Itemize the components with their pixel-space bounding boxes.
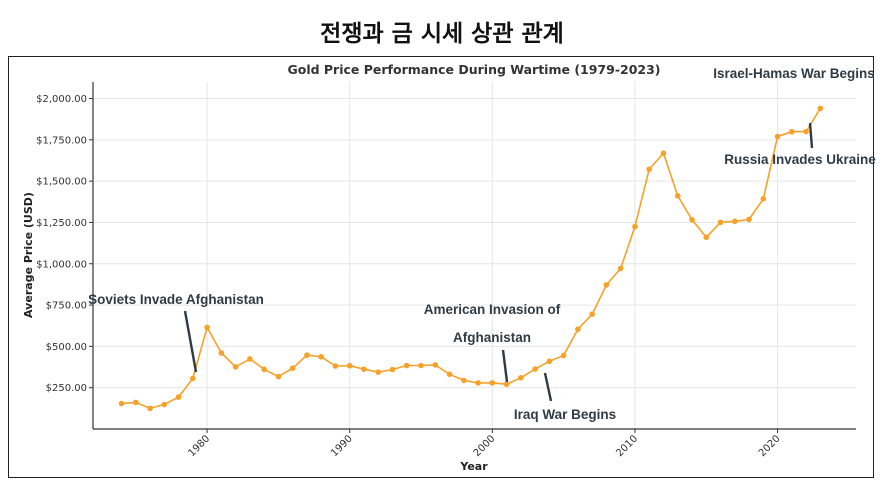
data-point xyxy=(261,366,267,373)
data-point xyxy=(346,362,353,369)
data-point xyxy=(446,371,453,378)
data-point xyxy=(674,193,681,199)
data-point xyxy=(332,363,339,369)
annotation-label: Soviets Invade Afghanistan xyxy=(88,292,264,307)
data-point xyxy=(461,377,467,384)
data-point xyxy=(432,362,439,368)
annotation-label: Israel-Hamas War Begins xyxy=(713,66,875,81)
x-tick-labels: 1980 1990 2000 2010 2020 xyxy=(186,429,783,459)
data-point xyxy=(703,234,710,241)
data-point xyxy=(603,282,610,288)
data-point xyxy=(403,362,410,369)
data-point xyxy=(318,353,324,360)
data-point xyxy=(560,352,567,359)
data-point xyxy=(275,373,282,380)
x-tick-label: 1980 xyxy=(186,433,212,459)
grid-lines xyxy=(93,82,856,429)
annotation-label: Russia Invades Ukraine xyxy=(724,152,876,167)
annotation-arrow xyxy=(808,122,814,149)
data-point xyxy=(760,196,767,202)
annotations: Soviets Invade Afghanistan American Invas… xyxy=(88,66,876,422)
annotation-label-line2: Afghanistan xyxy=(453,330,531,345)
y-tick-label: $1,250.00 xyxy=(36,218,87,229)
data-point xyxy=(817,105,824,112)
x-tick-label: 2000 xyxy=(472,433,498,459)
data-point xyxy=(190,375,196,382)
data-point xyxy=(361,366,367,372)
annotation-label: Iraq War Begins xyxy=(514,407,616,422)
y-tick-label: $250.00 xyxy=(46,383,87,394)
data-point xyxy=(660,150,667,157)
data-point xyxy=(503,381,510,388)
data-point xyxy=(632,223,638,230)
annotation-arrow xyxy=(501,349,509,383)
page-heading: 전쟁과 금 시세 상관 관계 xyxy=(320,21,564,47)
data-point xyxy=(617,265,624,272)
data-point xyxy=(532,366,538,372)
data-point xyxy=(289,365,296,371)
chart-title: Gold Price Performance During Wartime (1… xyxy=(287,62,660,77)
data-point xyxy=(589,311,595,317)
data-point xyxy=(774,133,781,140)
data-point xyxy=(731,218,738,225)
y-axis-label: Average Price (USD) xyxy=(22,192,35,318)
data-point xyxy=(204,324,210,331)
data-point xyxy=(418,362,424,369)
y-tick-label: $1,750.00 xyxy=(36,135,87,146)
annotation-label: American Invasion of xyxy=(424,302,561,317)
y-tick-label: $2,000.00 xyxy=(36,94,87,105)
data-point xyxy=(746,216,752,223)
data-point xyxy=(304,352,310,358)
data-point xyxy=(646,166,653,173)
y-tick-label: $500.00 xyxy=(46,342,87,353)
data-point xyxy=(232,364,239,370)
data-point xyxy=(803,128,809,135)
data-point xyxy=(132,399,139,406)
data-point xyxy=(518,374,524,381)
y-tick-labels: $250.00 $500.00 $750.00 $1,000.00 $1,250.00 $… xyxy=(36,94,93,394)
data-point xyxy=(175,394,182,400)
annotation-arrow xyxy=(183,310,198,373)
series-line xyxy=(121,107,821,410)
series-gold-price xyxy=(118,105,824,412)
data-point xyxy=(789,128,795,135)
data-point xyxy=(717,219,724,226)
data-point xyxy=(575,326,581,332)
data-point xyxy=(389,366,396,373)
data-point xyxy=(375,369,382,375)
chart-frame xyxy=(8,56,874,478)
data-point xyxy=(546,358,553,365)
data-point xyxy=(475,380,481,386)
y-tick-label: $1,500.00 xyxy=(36,177,87,188)
data-point xyxy=(118,400,125,407)
data-point xyxy=(218,350,225,356)
x-axis-label: Year xyxy=(459,460,488,473)
data-point xyxy=(161,401,168,408)
data-point xyxy=(247,356,253,362)
y-tick-label: $750.00 xyxy=(46,301,87,312)
x-tick-label: 2010 xyxy=(614,433,640,459)
data-point xyxy=(147,405,153,412)
data-point xyxy=(689,217,695,223)
y-tick-label: $1,000.00 xyxy=(36,259,87,270)
annotation-arrow xyxy=(543,372,553,402)
x-tick-label: 1990 xyxy=(329,433,355,459)
data-point xyxy=(489,380,496,386)
x-tick-label: 2020 xyxy=(757,433,783,459)
